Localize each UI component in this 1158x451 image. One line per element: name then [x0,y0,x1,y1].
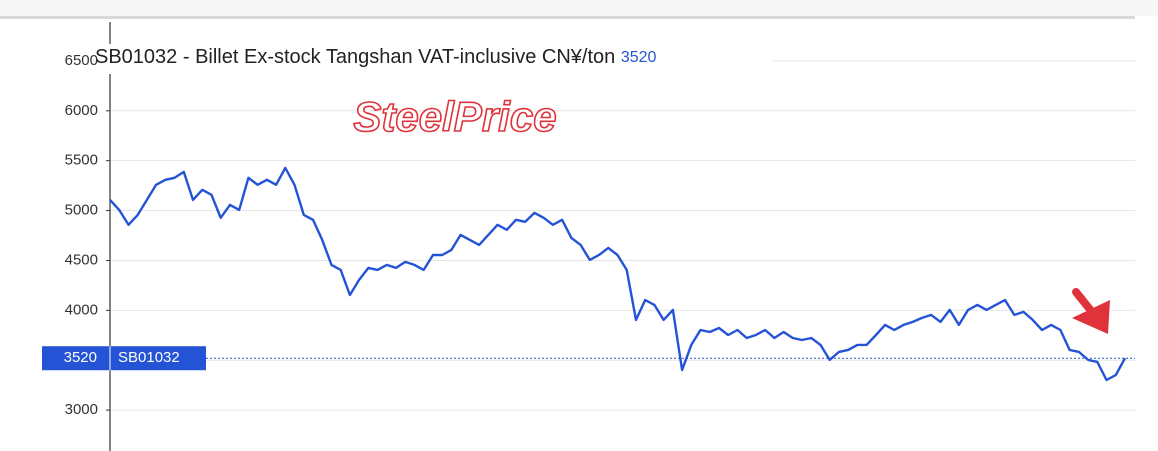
chart-title: SB01032 - Billet Ex-stock Tangshan VAT-i… [95,46,657,68]
series-name: SB01032 [118,349,180,366]
y-tick-label: 6500 [65,52,98,69]
y-tick-label: 4500 [65,251,98,268]
title-last-value: 3520 [621,49,657,66]
title-bg [92,44,772,74]
top-divider [0,16,1135,19]
red-arrow [1072,288,1110,334]
title-text: SB01032 - Billet Ex-stock Tangshan VAT-i… [95,46,615,68]
y-tick-label: 3000 [65,401,98,418]
y-tick-label: 6000 [65,102,98,119]
price-line [109,166,1127,382]
last-value-box [42,346,206,371]
arrow-head [1072,300,1110,334]
y-tick-label: 4000 [65,301,98,318]
y-tick-label: 5000 [65,202,98,219]
top-bar [0,0,1158,16]
y-tick-label: 5500 [65,152,98,169]
plot [109,166,1135,382]
watermark: SteelPrice [353,93,556,140]
last-value-label: 3520 [64,349,97,366]
